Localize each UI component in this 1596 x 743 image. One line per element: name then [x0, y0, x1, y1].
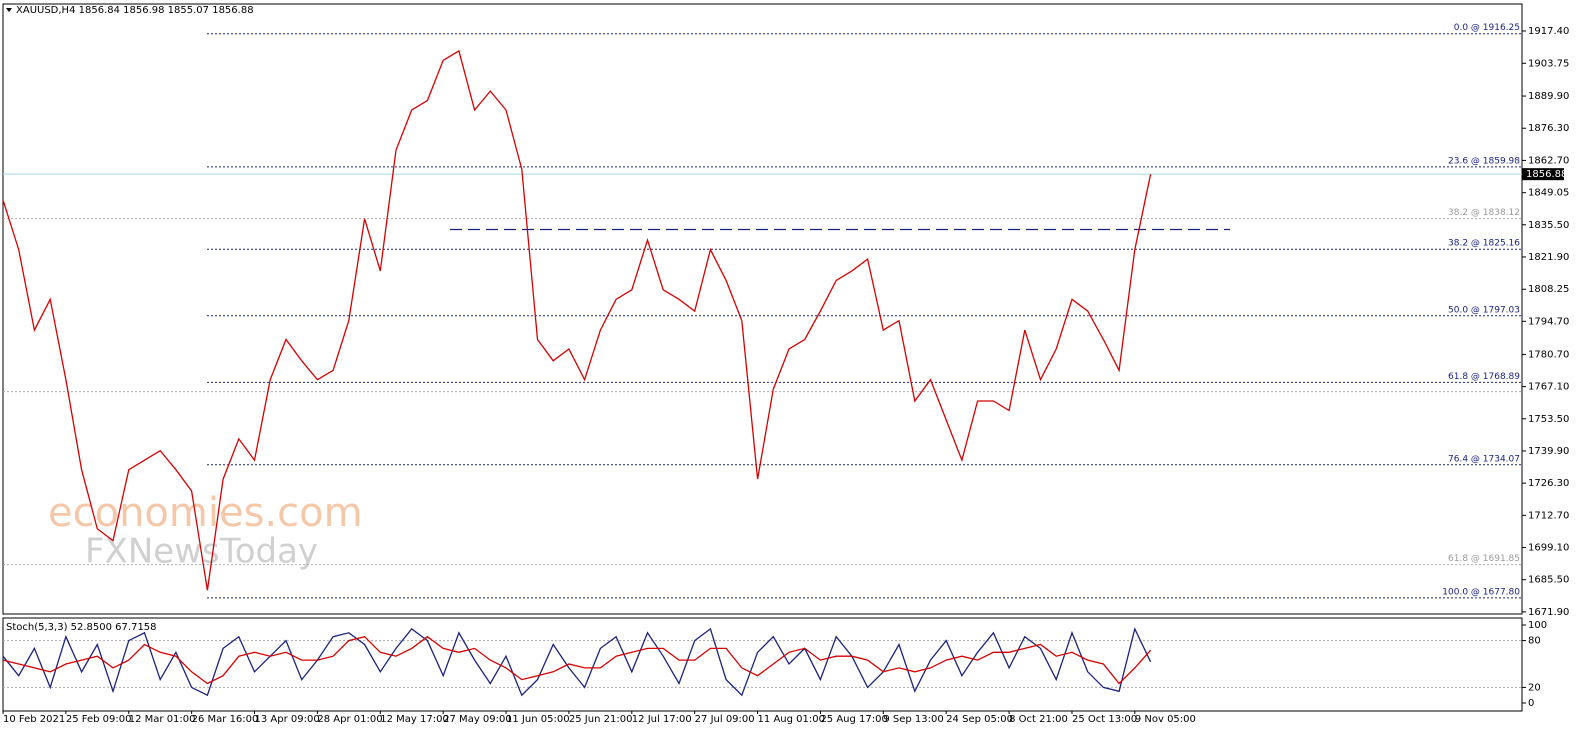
x-tick-label: 24 Sep 05:00 — [946, 714, 1013, 725]
y-tick-label: 1889.90 — [1528, 91, 1569, 102]
x-tick-label: 12 May 17:00 — [380, 714, 449, 725]
stoch-title: Stoch(5,3,3) 52.8500 67.7158 — [6, 622, 157, 633]
y-tick-label: 1739.90 — [1528, 446, 1569, 457]
y-tick-label: 1821.90 — [1528, 252, 1569, 263]
x-tick-label: 26 Mar 16:00 — [192, 714, 259, 725]
x-tick-label: 9 Sep 13:00 — [883, 714, 943, 725]
x-tick-label: 13 Apr 09:00 — [255, 714, 320, 725]
y-tick-label: 1835.50 — [1528, 220, 1569, 231]
stoch-d — [2, 635, 1152, 685]
fib-label: 0.0 @ 1916.25 — [1454, 23, 1520, 33]
x-tick-label: 25 Feb 09:00 — [66, 714, 132, 725]
y-tick-label: 1917.40 — [1528, 26, 1569, 37]
x-tick-label: 10 Feb 2021 — [3, 714, 65, 725]
watermark: economies.com — [48, 490, 363, 536]
x-tick-label: 12 Jul 17:00 — [632, 714, 692, 725]
x-tick-label: 8 Oct 21:00 — [1009, 714, 1068, 725]
chart-title: XAUUSD,H4 1856.84 1856.98 1855.07 1856.8… — [16, 5, 254, 16]
fib-label-secondary: 61.8 @ 1691.85 — [1448, 554, 1520, 564]
x-tick-label: 28 Apr 01:00 — [317, 714, 382, 725]
y-tick-label: 1671.90 — [1528, 607, 1569, 618]
current-price-label: 1856.88 — [1526, 169, 1567, 180]
x-tick-label: 25 Aug 17:00 — [820, 714, 887, 725]
stoch-y-tick-label: 0 — [1528, 698, 1534, 709]
y-tick-label: 1712.70 — [1528, 510, 1569, 521]
fib-label: 50.0 @ 1797.03 — [1448, 305, 1520, 315]
x-tick-label: 25 Jun 21:00 — [569, 714, 633, 725]
fib-label: 100.0 @ 1677.80 — [1442, 587, 1520, 597]
y-tick-label: 1808.25 — [1528, 284, 1569, 295]
fib-label: 23.6 @ 1859.98 — [1448, 156, 1520, 166]
y-tick-label: 1903.75 — [1528, 58, 1569, 69]
price-line — [2, 49, 1152, 591]
fib-label: 61.8 @ 1768.89 — [1448, 372, 1520, 382]
y-tick-label: 1849.05 — [1528, 188, 1569, 199]
y-tick-label: 1862.70 — [1528, 155, 1569, 166]
fib-label-secondary: 38.2 @ 1838.12 — [1448, 208, 1520, 218]
stoch-y-tick-label: 100 — [1528, 620, 1547, 631]
menu-arrow — [6, 8, 12, 12]
current-price-box — [1522, 168, 1564, 181]
price-panel — [2, 3, 1523, 615]
y-tick-label: 1685.50 — [1528, 575, 1569, 586]
y-tick-label: 1794.70 — [1528, 316, 1569, 327]
x-tick-label: 27 Jul 09:00 — [695, 714, 755, 725]
x-tick-label: 9 Nov 05:00 — [1135, 714, 1196, 725]
x-tick-label: 25 Oct 13:00 — [1072, 714, 1137, 725]
fib-label: 38.2 @ 1825.16 — [1448, 239, 1520, 249]
y-tick-label: 1753.50 — [1528, 414, 1569, 425]
stoch-y-tick-label: 80 — [1528, 636, 1541, 647]
x-tick-label: 12 Mar 01:00 — [129, 714, 196, 725]
x-tick-label: 11 Aug 01:00 — [758, 714, 825, 725]
y-tick-label: 1876.30 — [1528, 123, 1569, 134]
x-tick-label: 27 May 09:00 — [443, 714, 512, 725]
y-tick-label: 1699.10 — [1528, 543, 1569, 554]
fib-label: 76.4 @ 1734.07 — [1448, 454, 1520, 464]
x-tick-label: 11 Jun 05:00 — [506, 714, 570, 725]
y-tick-label: 1726.30 — [1528, 478, 1569, 489]
stoch-y-tick-label: 20 — [1528, 682, 1541, 693]
stoch-k — [2, 626, 1152, 697]
y-tick-label: 1780.70 — [1528, 349, 1569, 360]
y-tick-label: 1767.10 — [1528, 382, 1569, 393]
stoch-panel — [2, 617, 1523, 712]
